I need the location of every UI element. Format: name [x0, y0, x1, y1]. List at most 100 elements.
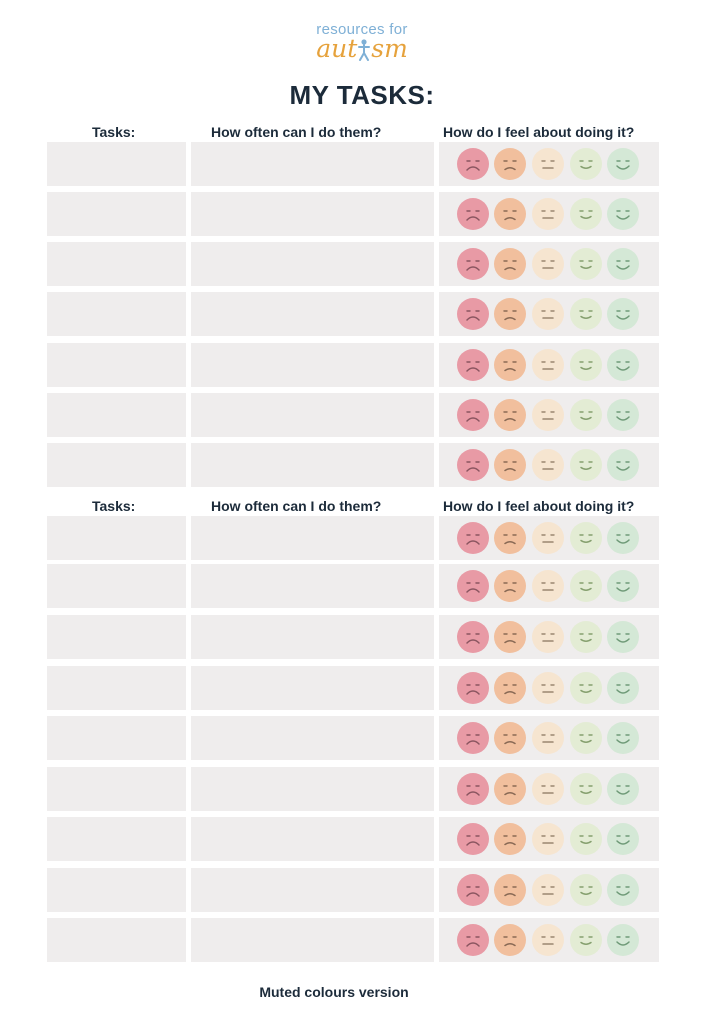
neutral-face-icon[interactable]: [532, 449, 564, 481]
frequency-field[interactable]: [191, 666, 434, 710]
frequency-field[interactable]: [191, 817, 434, 861]
task-field[interactable]: [47, 767, 186, 811]
frequency-field[interactable]: [191, 292, 434, 336]
task-field[interactable]: [47, 242, 186, 286]
sad-face-icon[interactable]: [494, 672, 526, 704]
happy-face-icon[interactable]: [607, 148, 639, 180]
content-face-icon[interactable]: [570, 722, 602, 754]
sad-face-icon[interactable]: [494, 522, 526, 554]
happy-face-icon[interactable]: [607, 823, 639, 855]
task-field[interactable]: [47, 192, 186, 236]
happy-face-icon[interactable]: [607, 722, 639, 754]
task-field[interactable]: [47, 564, 186, 608]
frequency-field[interactable]: [191, 615, 434, 659]
content-face-icon[interactable]: [570, 522, 602, 554]
very-sad-face-icon[interactable]: [457, 522, 489, 554]
task-field[interactable]: [47, 142, 186, 186]
neutral-face-icon[interactable]: [532, 874, 564, 906]
sad-face-icon[interactable]: [494, 399, 526, 431]
task-field[interactable]: [47, 716, 186, 760]
frequency-field[interactable]: [191, 564, 434, 608]
task-field[interactable]: [47, 666, 186, 710]
task-field[interactable]: [47, 817, 186, 861]
very-sad-face-icon[interactable]: [457, 773, 489, 805]
content-face-icon[interactable]: [570, 823, 602, 855]
content-face-icon[interactable]: [570, 349, 602, 381]
content-face-icon[interactable]: [570, 672, 602, 704]
very-sad-face-icon[interactable]: [457, 198, 489, 230]
frequency-field[interactable]: [191, 716, 434, 760]
task-field[interactable]: [47, 292, 186, 336]
task-field[interactable]: [47, 918, 186, 962]
frequency-field[interactable]: [191, 242, 434, 286]
task-field[interactable]: [47, 868, 186, 912]
very-sad-face-icon[interactable]: [457, 399, 489, 431]
neutral-face-icon[interactable]: [532, 522, 564, 554]
happy-face-icon[interactable]: [607, 399, 639, 431]
frequency-field[interactable]: [191, 393, 434, 437]
task-field[interactable]: [47, 615, 186, 659]
task-field[interactable]: [47, 343, 186, 387]
content-face-icon[interactable]: [570, 621, 602, 653]
content-face-icon[interactable]: [570, 570, 602, 602]
neutral-face-icon[interactable]: [532, 399, 564, 431]
sad-face-icon[interactable]: [494, 248, 526, 280]
content-face-icon[interactable]: [570, 449, 602, 481]
happy-face-icon[interactable]: [607, 522, 639, 554]
neutral-face-icon[interactable]: [532, 248, 564, 280]
happy-face-icon[interactable]: [607, 349, 639, 381]
happy-face-icon[interactable]: [607, 672, 639, 704]
very-sad-face-icon[interactable]: [457, 349, 489, 381]
frequency-field[interactable]: [191, 443, 434, 487]
frequency-field[interactable]: [191, 767, 434, 811]
happy-face-icon[interactable]: [607, 773, 639, 805]
sad-face-icon[interactable]: [494, 449, 526, 481]
content-face-icon[interactable]: [570, 248, 602, 280]
neutral-face-icon[interactable]: [532, 148, 564, 180]
frequency-field[interactable]: [191, 516, 434, 560]
sad-face-icon[interactable]: [494, 621, 526, 653]
neutral-face-icon[interactable]: [532, 722, 564, 754]
sad-face-icon[interactable]: [494, 874, 526, 906]
content-face-icon[interactable]: [570, 924, 602, 956]
content-face-icon[interactable]: [570, 874, 602, 906]
very-sad-face-icon[interactable]: [457, 874, 489, 906]
neutral-face-icon[interactable]: [532, 672, 564, 704]
frequency-field[interactable]: [191, 918, 434, 962]
happy-face-icon[interactable]: [607, 924, 639, 956]
neutral-face-icon[interactable]: [532, 298, 564, 330]
happy-face-icon[interactable]: [607, 570, 639, 602]
content-face-icon[interactable]: [570, 298, 602, 330]
sad-face-icon[interactable]: [494, 349, 526, 381]
sad-face-icon[interactable]: [494, 198, 526, 230]
neutral-face-icon[interactable]: [532, 198, 564, 230]
neutral-face-icon[interactable]: [532, 924, 564, 956]
sad-face-icon[interactable]: [494, 773, 526, 805]
happy-face-icon[interactable]: [607, 198, 639, 230]
happy-face-icon[interactable]: [607, 248, 639, 280]
frequency-field[interactable]: [191, 343, 434, 387]
sad-face-icon[interactable]: [494, 148, 526, 180]
content-face-icon[interactable]: [570, 773, 602, 805]
sad-face-icon[interactable]: [494, 823, 526, 855]
happy-face-icon[interactable]: [607, 874, 639, 906]
task-field[interactable]: [47, 443, 186, 487]
very-sad-face-icon[interactable]: [457, 924, 489, 956]
frequency-field[interactable]: [191, 868, 434, 912]
sad-face-icon[interactable]: [494, 722, 526, 754]
content-face-icon[interactable]: [570, 148, 602, 180]
very-sad-face-icon[interactable]: [457, 298, 489, 330]
sad-face-icon[interactable]: [494, 298, 526, 330]
very-sad-face-icon[interactable]: [457, 621, 489, 653]
task-field[interactable]: [47, 516, 186, 560]
sad-face-icon[interactable]: [494, 570, 526, 602]
neutral-face-icon[interactable]: [532, 349, 564, 381]
very-sad-face-icon[interactable]: [457, 722, 489, 754]
happy-face-icon[interactable]: [607, 298, 639, 330]
content-face-icon[interactable]: [570, 198, 602, 230]
very-sad-face-icon[interactable]: [457, 570, 489, 602]
neutral-face-icon[interactable]: [532, 621, 564, 653]
very-sad-face-icon[interactable]: [457, 248, 489, 280]
neutral-face-icon[interactable]: [532, 570, 564, 602]
frequency-field[interactable]: [191, 192, 434, 236]
